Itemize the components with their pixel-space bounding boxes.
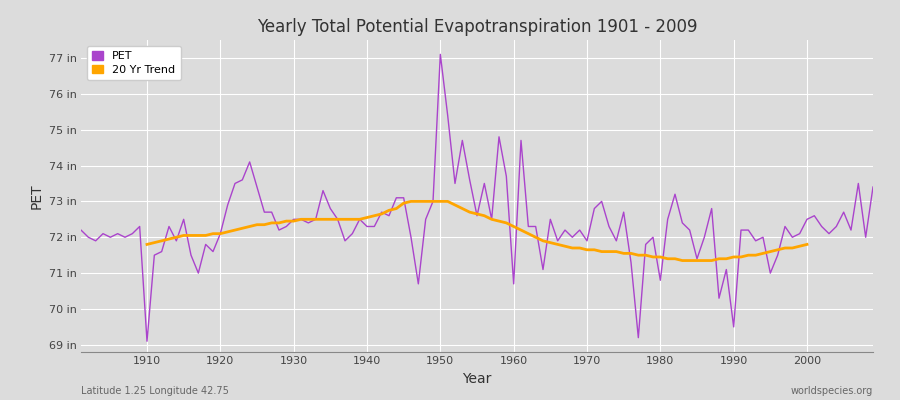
Text: Latitude 1.25 Longitude 42.75: Latitude 1.25 Longitude 42.75 — [81, 386, 229, 396]
Text: worldspecies.org: worldspecies.org — [791, 386, 873, 396]
Title: Yearly Total Potential Evapotranspiration 1901 - 2009: Yearly Total Potential Evapotranspiratio… — [256, 18, 698, 36]
Legend: PET, 20 Yr Trend: PET, 20 Yr Trend — [86, 46, 181, 80]
X-axis label: Year: Year — [463, 372, 491, 386]
Y-axis label: PET: PET — [30, 183, 43, 209]
